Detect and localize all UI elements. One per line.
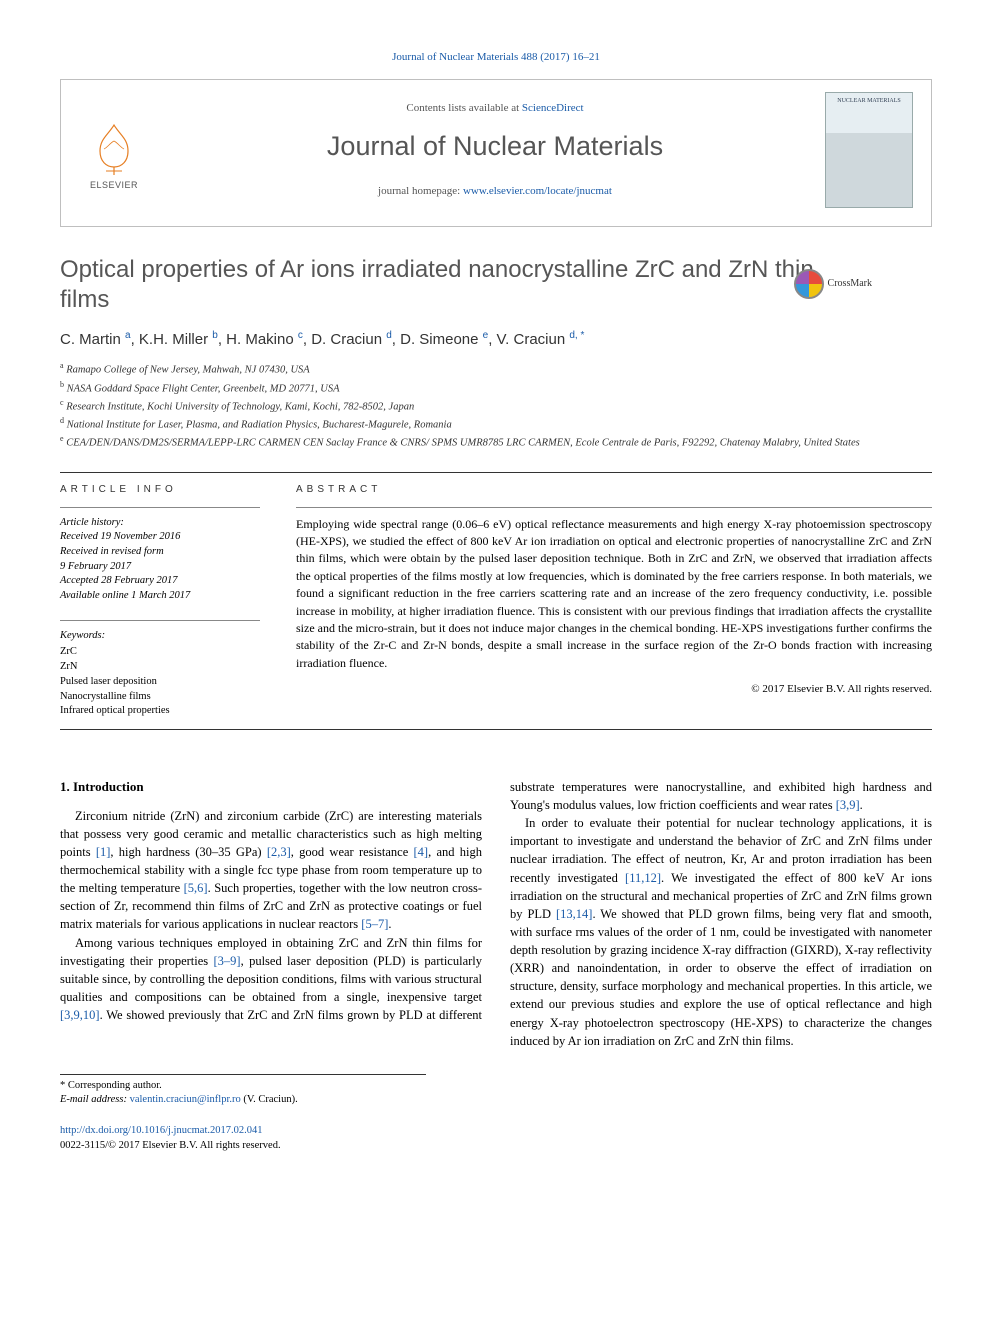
- article-info-column: ARTICLE INFO Article history: Received 1…: [60, 483, 260, 719]
- history-line: Accepted 28 February 2017: [60, 574, 260, 589]
- divider-top: [60, 472, 932, 473]
- affiliations-block: a Ramapo College of New Jersey, Mahwah, …: [60, 360, 932, 451]
- affiliation-line: b NASA Goddard Space Flight Center, Gree…: [60, 379, 932, 397]
- cover-label: NUCLEAR MATERIALS: [830, 97, 908, 105]
- abstract-copyright: © 2017 Elsevier B.V. All rights reserved…: [296, 682, 932, 697]
- ref-link[interactable]: [3,9]: [836, 798, 860, 812]
- affiliation-line: a Ramapo College of New Jersey, Mahwah, …: [60, 360, 932, 378]
- doi-block: http://dx.doi.org/10.1016/j.jnucmat.2017…: [60, 1124, 932, 1153]
- keywords-head: Keywords:: [60, 629, 260, 644]
- email-link[interactable]: valentin.craciun@inflpr.ro: [130, 1094, 241, 1105]
- affiliation-line: d National Institute for Laser, Plasma, …: [60, 415, 932, 433]
- info-divider: [60, 507, 260, 508]
- article-info-label: ARTICLE INFO: [60, 483, 260, 497]
- text-run: , high hardness (30–35 GPa): [110, 845, 266, 859]
- history-line: 9 February 2017: [60, 560, 260, 575]
- keywords-block: Keywords: ZrC ZrN Pulsed laser depositio…: [60, 629, 260, 719]
- elsevier-label: ELSEVIER: [90, 179, 138, 192]
- text-run: , good wear resistance: [291, 845, 414, 859]
- ref-link[interactable]: [1]: [96, 845, 111, 859]
- keyword: ZrN: [60, 660, 260, 675]
- ref-link[interactable]: [13,14]: [556, 907, 592, 921]
- crossmark-icon: [794, 269, 824, 299]
- homepage-prefix: journal homepage:: [378, 185, 463, 197]
- contents-available-line: Contents lists available at ScienceDirec…: [175, 101, 815, 116]
- ref-link[interactable]: [5,6]: [184, 881, 208, 895]
- journal-homepage-line: journal homepage: www.elsevier.com/locat…: [175, 184, 815, 199]
- section-number: 1.: [60, 779, 70, 794]
- doi-link[interactable]: http://dx.doi.org/10.1016/j.jnucmat.2017…: [60, 1125, 263, 1136]
- ref-link[interactable]: [2,3]: [267, 845, 291, 859]
- ref-link[interactable]: [5–7]: [361, 917, 388, 931]
- authors-line: C. Martin a, K.H. Miller b, H. Makino c,…: [60, 329, 932, 350]
- body-paragraph: In order to evaluate their potential for…: [510, 814, 932, 1050]
- body-text: 1. Introduction Zirconium nitride (ZrN) …: [60, 778, 932, 1050]
- body-paragraph: Zirconium nitride (ZrN) and zirconium ca…: [60, 807, 482, 934]
- history-line: Received in revised form: [60, 545, 260, 560]
- text-run: .: [388, 917, 391, 931]
- journal-header: ELSEVIER Contents lists available at Sci…: [60, 79, 932, 227]
- issn-copyright: 0022-3115/© 2017 Elsevier B.V. All right…: [60, 1139, 932, 1154]
- abstract-column: ABSTRACT Employing wide spectral range (…: [296, 483, 932, 719]
- ref-link[interactable]: [3–9]: [214, 954, 241, 968]
- ref-link[interactable]: [11,12]: [625, 871, 661, 885]
- ref-link[interactable]: [3,9,10]: [60, 1008, 100, 1022]
- abstract-label: ABSTRACT: [296, 483, 932, 497]
- divider-bottom: [60, 729, 932, 730]
- affiliation-line: c Research Institute, Kochi University o…: [60, 397, 932, 415]
- email-author: (V. Craciun).: [243, 1094, 297, 1105]
- sciencedirect-link[interactable]: ScienceDirect: [522, 102, 584, 114]
- article-history: Article history: Received 19 November 20…: [60, 516, 260, 604]
- text-run: . We showed that PLD grown films, being …: [510, 907, 932, 1048]
- affiliation-line: e CEA/DEN/DANS/DM2S/SERMA/LEPP-LRC CARME…: [60, 433, 932, 451]
- journal-cover-thumbnail: NUCLEAR MATERIALS: [825, 92, 913, 208]
- history-line: Received 19 November 2016: [60, 530, 260, 545]
- keyword: ZrC: [60, 645, 260, 660]
- text-run: .: [860, 798, 863, 812]
- homepage-link[interactable]: www.elsevier.com/locate/jnucmat: [463, 185, 612, 197]
- keyword: Nanocrystalline films: [60, 690, 260, 705]
- elsevier-logo: ELSEVIER: [79, 109, 149, 191]
- crossmark-badge[interactable]: CrossMark: [794, 269, 872, 299]
- contents-prefix: Contents lists available at: [406, 102, 521, 114]
- history-line: Available online 1 March 2017: [60, 589, 260, 604]
- elsevier-tree-icon: [90, 121, 138, 177]
- citation-line: Journal of Nuclear Materials 488 (2017) …: [60, 50, 932, 65]
- history-head: Article history:: [60, 516, 260, 531]
- corr-author-line: * Corresponding author.: [60, 1079, 426, 1094]
- corresponding-author-footnote: * Corresponding author. E-mail address: …: [60, 1074, 426, 1108]
- email-label: E-mail address:: [60, 1094, 127, 1105]
- ref-link[interactable]: [4]: [414, 845, 429, 859]
- crossmark-label: CrossMark: [828, 277, 872, 291]
- section-title: Introduction: [73, 779, 144, 794]
- abstract-divider: [296, 507, 932, 508]
- abstract-text: Employing wide spectral range (0.06–6 eV…: [296, 516, 932, 673]
- section-heading: 1. Introduction: [60, 778, 482, 797]
- keyword: Pulsed laser deposition: [60, 675, 260, 690]
- keyword: Infrared optical properties: [60, 704, 260, 719]
- journal-name: Journal of Nuclear Materials: [175, 128, 815, 166]
- info-divider: [60, 620, 260, 621]
